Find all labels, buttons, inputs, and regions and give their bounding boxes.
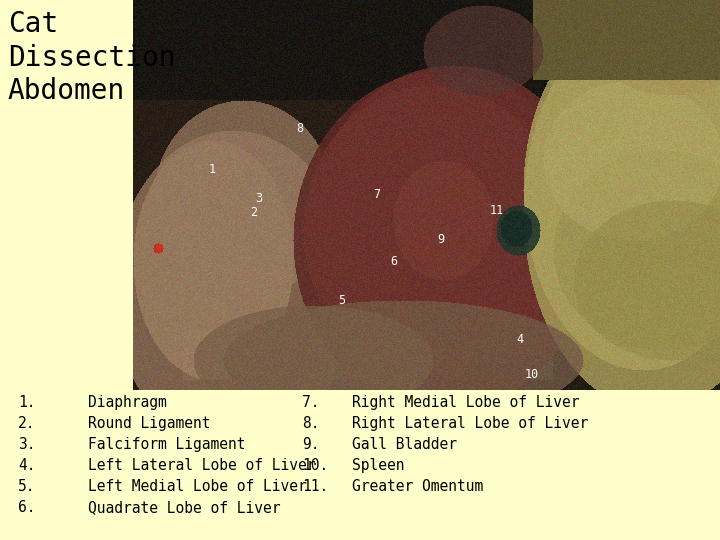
Text: 1.: 1. (18, 395, 35, 410)
Text: Gall Bladder: Gall Bladder (352, 437, 457, 452)
Text: 3.: 3. (18, 437, 35, 452)
Text: Cat
Dissection
Abdomen: Cat Dissection Abdomen (8, 10, 176, 105)
Text: 6.: 6. (18, 500, 35, 515)
Text: Left Medial Lobe of Liver: Left Medial Lobe of Liver (88, 479, 307, 494)
Text: 1: 1 (209, 163, 216, 176)
Text: 6: 6 (391, 255, 397, 268)
Text: 9: 9 (438, 233, 445, 246)
Text: 5: 5 (338, 294, 345, 307)
Text: 2: 2 (250, 206, 257, 219)
Text: 9.: 9. (302, 437, 320, 452)
Text: 5.: 5. (18, 479, 35, 494)
Text: 4.: 4. (18, 458, 35, 473)
Text: 10: 10 (525, 368, 539, 381)
Text: Diaphragm: Diaphragm (88, 395, 167, 410)
Text: Right Medial Lobe of Liver: Right Medial Lobe of Liver (352, 395, 580, 410)
Text: Left Lateral Lobe of Liver: Left Lateral Lobe of Liver (88, 458, 315, 473)
Text: 10.: 10. (302, 458, 328, 473)
Text: Falciform Ligament: Falciform Ligament (88, 437, 246, 452)
Text: 3: 3 (256, 192, 263, 205)
Text: 4: 4 (517, 333, 524, 346)
Text: Round Ligament: Round Ligament (88, 416, 210, 431)
Text: Spleen: Spleen (352, 458, 405, 473)
Text: Right Lateral Lobe of Liver: Right Lateral Lobe of Liver (352, 416, 588, 431)
Text: 8.: 8. (302, 416, 320, 431)
Text: 2.: 2. (18, 416, 35, 431)
Text: Greater Omentum: Greater Omentum (352, 479, 483, 494)
Text: Quadrate Lobe of Liver: Quadrate Lobe of Liver (88, 500, 281, 515)
Text: 11: 11 (490, 204, 504, 217)
Text: 11.: 11. (302, 479, 328, 494)
Text: 7: 7 (373, 188, 380, 201)
Text: 8: 8 (297, 122, 304, 135)
Text: 7.: 7. (302, 395, 320, 410)
